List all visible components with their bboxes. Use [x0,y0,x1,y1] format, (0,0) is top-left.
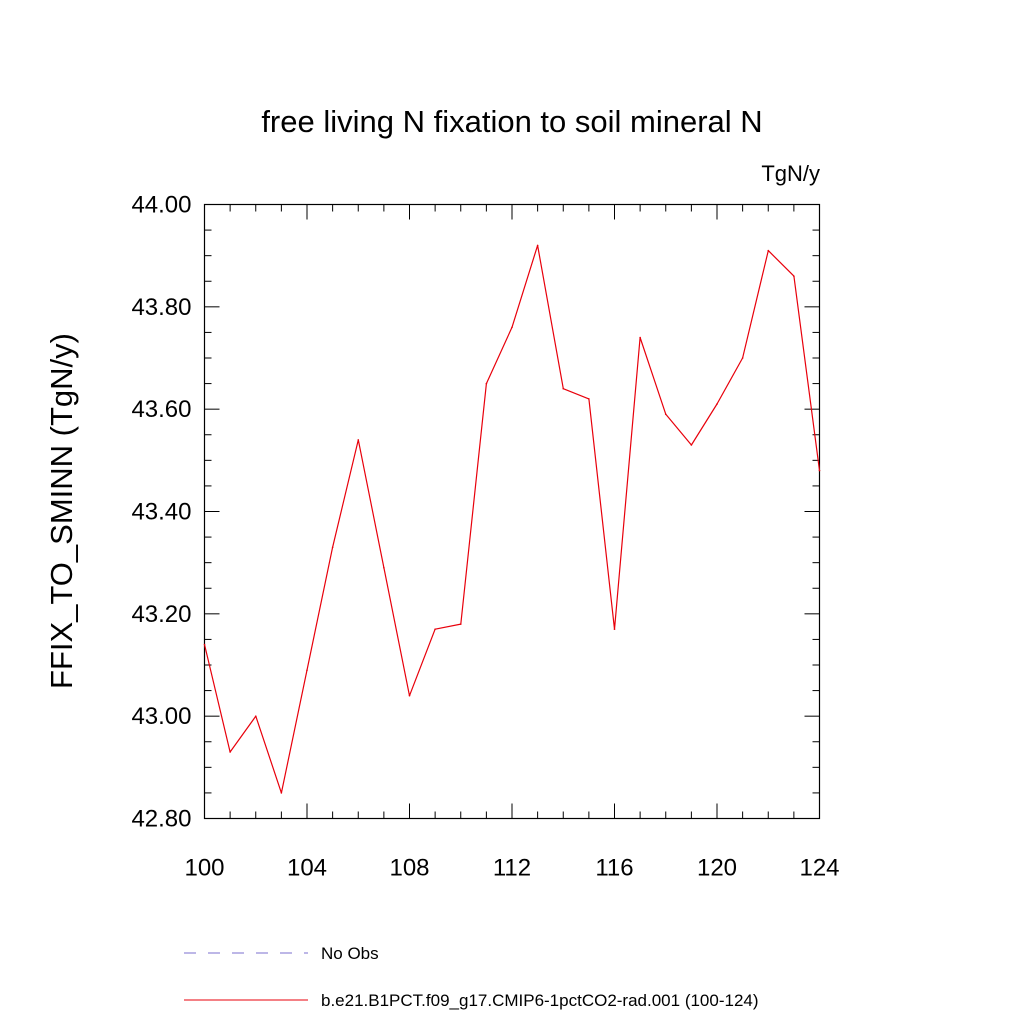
data-point [306,669,308,671]
y-tick-label: 42.80 [131,806,191,833]
x-tick-label: 100 [184,855,224,882]
data-point [741,357,744,359]
y-tick-label: 43.80 [131,294,191,321]
y-tick-label: 43.20 [131,601,191,628]
x-tick-label: 108 [389,855,429,882]
data-point [511,326,513,329]
data-point [793,275,795,277]
legend: No Obs b.e21.B1PCT.f09_g17.CMIP6-1pctCO2-… [184,944,759,1010]
x-tick-label: 112 [493,855,531,882]
units-label: TgN/y [761,161,820,186]
x-tick-label: 120 [697,855,737,882]
data-point [716,403,718,405]
data-point [485,382,488,385]
data-point [280,792,283,794]
data-point [613,628,616,630]
data-point [664,413,667,416]
data-point [203,643,206,646]
data-point [536,244,539,247]
data-point [767,249,770,252]
y-axis: 42.80 43.00 43.20 43.40 43.60 43.80 44.00 [131,192,820,833]
data-point [357,439,360,441]
data-point [408,694,411,697]
data-point [254,715,257,717]
data-point [331,546,334,549]
legend-label: No Obs [321,944,379,963]
series-layer [203,244,821,794]
plot-frame [203,203,821,820]
data-point [690,444,693,446]
data-point [639,336,641,339]
y-tick-label: 43.40 [131,499,191,526]
data-point [562,387,565,390]
x-tick-label: 104 [287,855,327,882]
legend-label: b.e21.B1PCT.f09_g17.CMIP6-1pctCO2-rad.00… [321,991,759,1010]
x-axis: 100 104 108 112 116 120 124 [184,204,840,882]
x-tick-label: 124 [799,855,839,882]
y-tick-label: 44.00 [131,192,191,219]
x-tick-label: 116 [595,855,633,882]
data-point [818,469,821,472]
data-point [383,566,385,569]
data-point [588,398,590,400]
y-axis-label: FFIX_TO_SMINN (TgN/y) [44,333,79,689]
y-tick-label: 43.00 [131,703,191,730]
chart-title: free living N fixation to soil mineral N [261,104,762,139]
data-point [459,623,462,625]
data-point [434,628,436,630]
data-point [229,751,231,753]
y-tick-label: 43.60 [131,396,191,423]
